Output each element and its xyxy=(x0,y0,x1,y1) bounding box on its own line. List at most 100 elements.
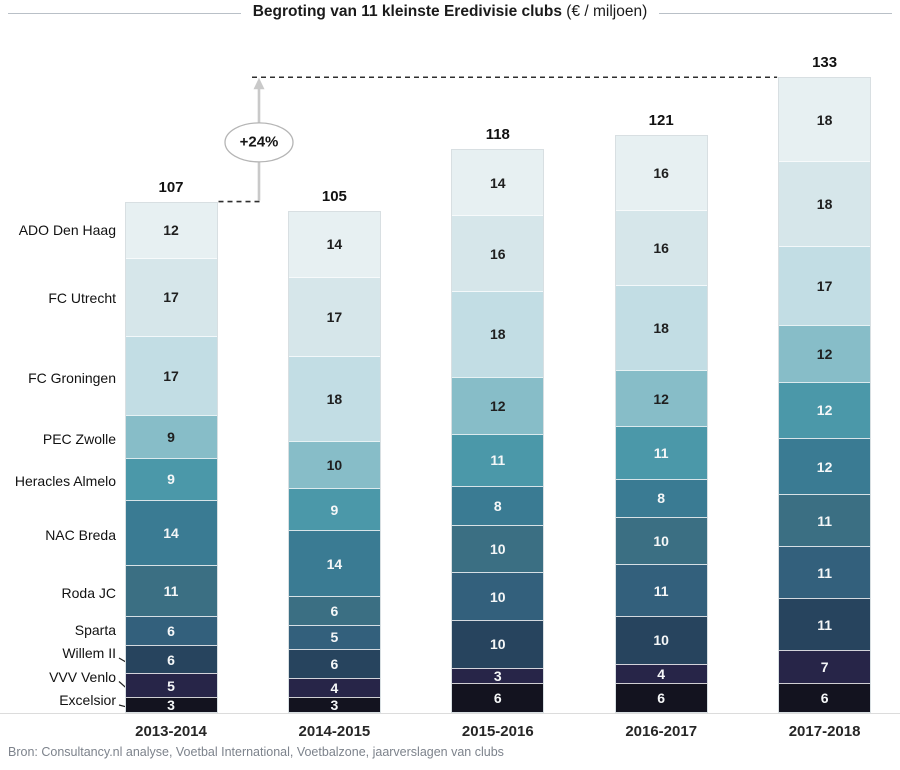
bar-total: 118 xyxy=(485,125,510,143)
segment-excelsior: 3 xyxy=(288,697,380,712)
segment-value: 8 xyxy=(493,497,502,514)
segment-value: 14 xyxy=(326,555,343,572)
legend-label-excelsior: Excelsior xyxy=(59,692,116,708)
segment-value: 3 xyxy=(167,697,175,712)
segment-value: 6 xyxy=(167,651,175,668)
segment-value: 10 xyxy=(653,532,669,549)
segment-value: 6 xyxy=(167,623,175,640)
segment-fc-utrecht: 17 xyxy=(288,276,380,357)
segment-vvv-venlo: 5 xyxy=(125,673,217,698)
segment-nac-breda: 8 xyxy=(615,478,707,517)
segment-roda-jc: 11 xyxy=(125,564,217,617)
bar-total: 105 xyxy=(321,188,347,206)
segment-excelsior: 6 xyxy=(779,683,871,712)
x-axis-line xyxy=(0,713,900,714)
x-axis-label-2014-2015: 2014-2015 xyxy=(298,723,371,740)
segment-value: 6 xyxy=(330,655,339,672)
segment-nac-breda: 14 xyxy=(125,499,217,565)
segment-fc-groningen: 18 xyxy=(452,291,544,377)
segment-value: 12 xyxy=(490,397,506,414)
segment-value: 11 xyxy=(817,564,832,581)
segment-value: 14 xyxy=(163,524,179,541)
segment-value: 12 xyxy=(816,345,833,362)
segment-value: 17 xyxy=(816,277,833,294)
segment-fc-groningen: 18 xyxy=(288,356,380,441)
segment-value: 18 xyxy=(326,390,343,407)
segment-value: 12 xyxy=(653,390,669,407)
segment-sparta: 5 xyxy=(288,624,380,649)
segment-value: 11 xyxy=(653,444,669,461)
chart-title-unit: (€ / miljoen) xyxy=(561,3,648,20)
source-note: Bron: Consultancy.nl analyse, Voetbal In… xyxy=(8,745,504,759)
legend-label-sparta: Sparta xyxy=(74,621,116,638)
chart-title-main: Begroting van 11 kleinste Eredivisie clu… xyxy=(252,3,562,20)
bar-2013-2014: 12 17 17 9 9 14 11 6 6 5 3 xyxy=(124,201,218,713)
segment-value: 18 xyxy=(816,196,833,212)
segment-willem-ii: 10 xyxy=(452,620,544,668)
legend-label-willem-ii: Willem II xyxy=(62,645,116,661)
segment-willem-ii: 6 xyxy=(125,644,217,674)
segment-fc-utrecht: 16 xyxy=(452,215,544,292)
segment-roda-jc: 6 xyxy=(288,596,380,625)
segment-roda-jc: 10 xyxy=(615,516,707,565)
segment-fc-utrecht: 16 xyxy=(615,209,707,286)
legend-label-vvv-venlo: VVV Venlo xyxy=(49,668,116,685)
segment-fc-utrecht: 17 xyxy=(125,257,217,337)
x-axis-label-2013-2014: 2013-2014 xyxy=(135,723,207,740)
segment-value: 3 xyxy=(493,667,502,683)
segment-roda-jc: 10 xyxy=(452,524,544,573)
segment-willem-ii: 10 xyxy=(615,616,707,664)
segment-nac-breda: 14 xyxy=(288,530,380,597)
segment-value: 12 xyxy=(816,402,833,419)
segment-value: 6 xyxy=(330,602,339,619)
segment-heracles-almelo: 11 xyxy=(452,433,544,487)
segment-pec-zwolle: 10 xyxy=(288,440,380,488)
segment-value: 10 xyxy=(326,456,343,473)
segment-value: 6 xyxy=(493,689,502,706)
segment-value: 5 xyxy=(167,677,175,694)
segment-pec-zwolle: 9 xyxy=(125,415,217,458)
segment-value: 11 xyxy=(163,583,179,600)
legend-label-ado-den-haag: ADO Den Haag xyxy=(18,221,116,238)
segment-ado-den-haag: 14 xyxy=(288,212,380,277)
segment-sparta: 10 xyxy=(452,572,544,621)
segment-pec-zwolle: 12 xyxy=(452,376,544,434)
segment-value: 10 xyxy=(490,540,506,557)
segment-sparta: 11 xyxy=(615,564,707,617)
bar-total: 133 xyxy=(812,54,838,72)
segment-value: 10 xyxy=(490,636,506,653)
segment-value: 4 xyxy=(330,679,339,696)
segment-excelsior: 6 xyxy=(615,683,707,712)
segment-value: 11 xyxy=(817,512,832,529)
segment-value: 16 xyxy=(490,245,506,262)
segment-fc-groningen: 17 xyxy=(779,245,871,326)
segment-willem-ii: 11 xyxy=(779,598,871,650)
segment-value: 17 xyxy=(326,309,343,326)
segment-value: 16 xyxy=(653,240,669,257)
legend-label-pec-zwolle: PEC Zwolle xyxy=(42,430,116,447)
bar-2015-2016: 14 16 18 12 11 8 10 10 10 3 6 xyxy=(451,148,545,713)
segment-value: 5 xyxy=(330,629,339,646)
x-axis-label-2015-2016: 2015-2016 xyxy=(461,723,534,740)
legend-label-nac-breda: NAC Breda xyxy=(45,526,116,543)
segment-value: 17 xyxy=(163,368,179,385)
segment-value: 9 xyxy=(167,471,175,488)
segment-value: 12 xyxy=(163,222,179,239)
segment-sparta: 11 xyxy=(779,546,871,599)
segment-heracles-almelo: 12 xyxy=(779,381,871,439)
segment-ado-den-haag: 16 xyxy=(615,135,707,210)
bar-total: 121 xyxy=(648,111,674,129)
segment-value: 18 xyxy=(490,326,506,343)
segment-ado-den-haag: 14 xyxy=(452,149,544,216)
segment-value: 18 xyxy=(653,319,669,336)
segment-value: 14 xyxy=(490,174,506,191)
segment-ado-den-haag: 18 xyxy=(779,78,871,162)
bar-total: 107 xyxy=(158,178,184,196)
segment-value: 11 xyxy=(817,616,832,633)
segment-vvv-venlo: 7 xyxy=(779,649,871,684)
segment-value: 18 xyxy=(816,111,833,128)
x-axis-label-2017-2018: 2017-2018 xyxy=(788,723,861,740)
segment-heracles-almelo: 9 xyxy=(288,487,380,531)
segment-heracles-almelo: 11 xyxy=(615,426,707,479)
